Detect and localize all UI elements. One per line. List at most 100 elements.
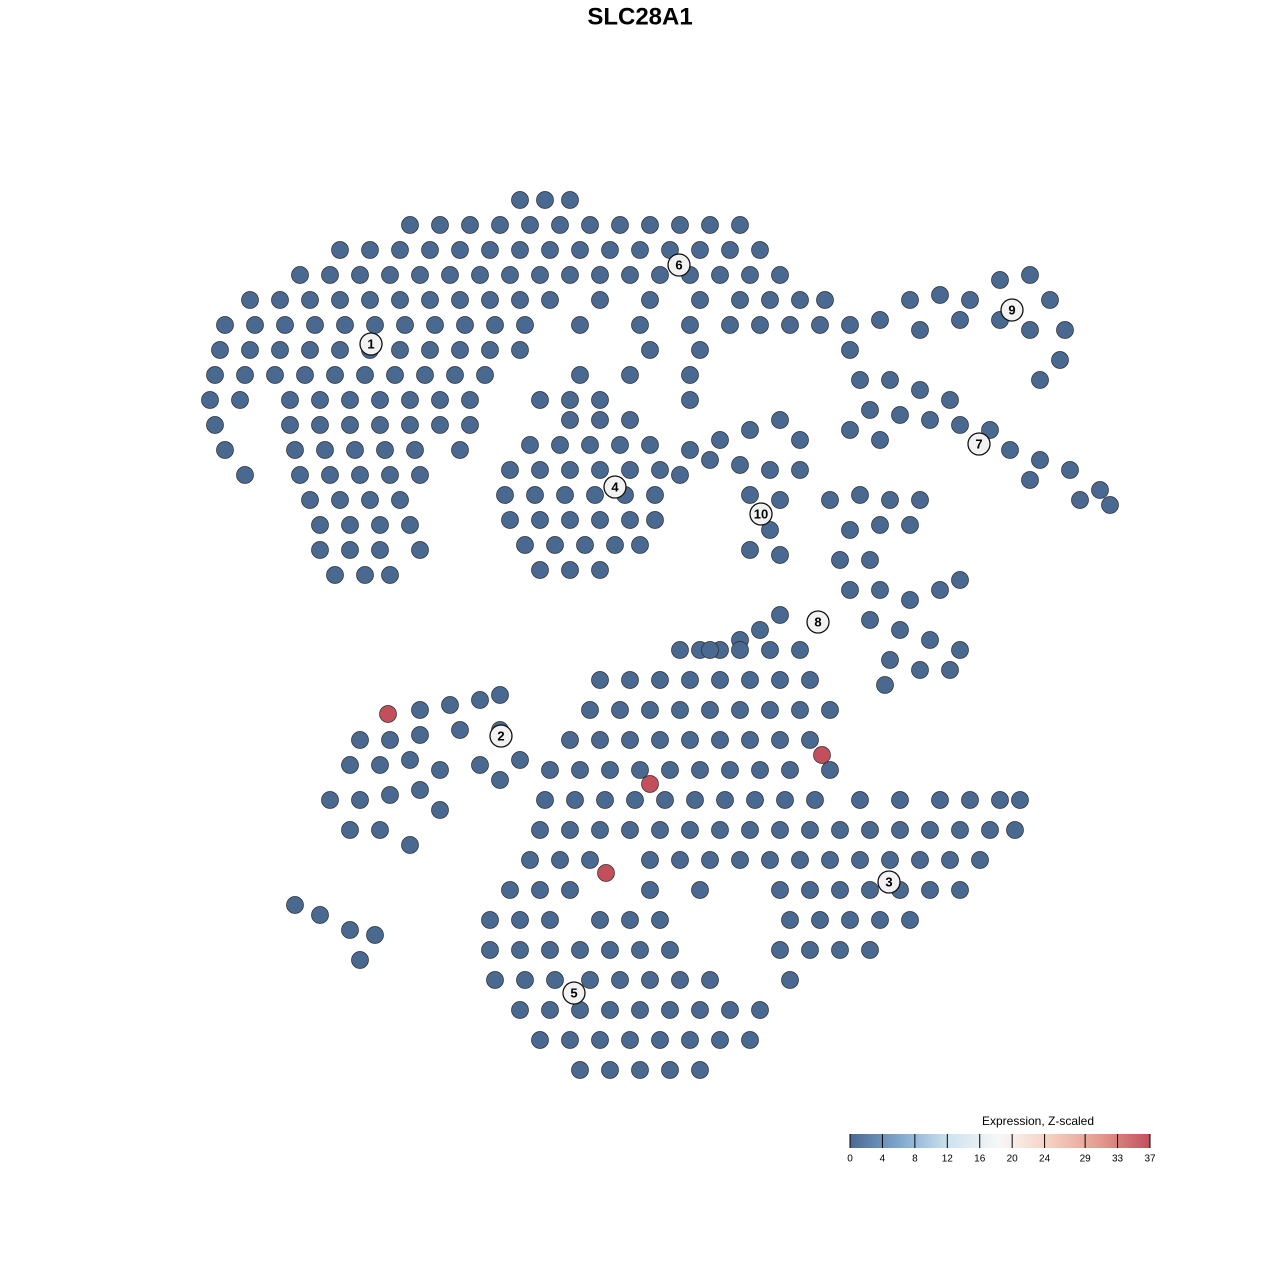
point <box>356 366 374 384</box>
point <box>981 821 999 839</box>
point <box>481 911 499 929</box>
point <box>911 321 929 339</box>
point <box>911 381 929 399</box>
point <box>571 366 589 384</box>
point <box>741 541 759 559</box>
point <box>311 416 329 434</box>
point <box>461 416 479 434</box>
point <box>741 731 759 749</box>
point <box>481 241 499 259</box>
point <box>641 216 659 234</box>
point <box>681 1031 699 1049</box>
point <box>741 671 759 689</box>
point <box>531 1031 549 1049</box>
point <box>911 661 929 679</box>
point <box>451 441 469 459</box>
point <box>841 581 859 599</box>
point <box>201 391 219 409</box>
point <box>646 511 664 529</box>
point <box>751 621 769 639</box>
point <box>311 391 329 409</box>
point <box>211 341 229 359</box>
point <box>361 491 379 509</box>
point <box>641 775 659 793</box>
point <box>451 291 469 309</box>
point <box>651 731 669 749</box>
point <box>621 731 639 749</box>
point <box>691 291 709 309</box>
point <box>806 791 824 809</box>
colorbar-tick-label: 8 <box>912 1154 918 1165</box>
point <box>511 291 529 309</box>
point <box>746 791 764 809</box>
point <box>401 216 419 234</box>
point <box>591 731 609 749</box>
point <box>651 1031 669 1049</box>
point <box>711 731 729 749</box>
point <box>561 266 579 284</box>
point <box>771 671 789 689</box>
cluster-label: 6 <box>675 257 682 272</box>
point <box>701 451 719 469</box>
point <box>561 821 579 839</box>
point <box>813 746 831 764</box>
point <box>791 461 809 479</box>
point <box>881 371 899 389</box>
point <box>566 791 584 809</box>
point <box>881 491 899 509</box>
point <box>1021 266 1039 284</box>
point <box>311 516 329 534</box>
cluster-label-badge <box>806 610 830 634</box>
point <box>961 791 979 809</box>
point <box>1031 371 1049 389</box>
point <box>351 731 369 749</box>
point <box>951 571 969 589</box>
point <box>271 341 289 359</box>
point <box>561 391 579 409</box>
point <box>351 951 369 969</box>
point <box>581 971 599 989</box>
point <box>511 751 529 769</box>
cluster-label-badge <box>967 432 991 456</box>
point <box>1071 491 1089 509</box>
cluster-label-badge <box>489 724 513 748</box>
point <box>781 911 799 929</box>
point <box>206 416 224 434</box>
point <box>741 421 759 439</box>
point <box>921 631 939 649</box>
point <box>631 1061 649 1079</box>
point <box>501 461 519 479</box>
colorbar-bar <box>850 1134 1150 1148</box>
point <box>711 266 729 284</box>
point <box>471 266 489 284</box>
point <box>406 441 424 459</box>
point <box>781 316 799 334</box>
point <box>401 516 419 534</box>
point <box>681 731 699 749</box>
point <box>371 541 389 559</box>
colorbar-tick-label: 24 <box>1039 1154 1051 1165</box>
point <box>541 761 559 779</box>
point <box>576 536 594 554</box>
point <box>681 441 699 459</box>
cluster-label: 5 <box>570 985 577 1000</box>
point <box>571 241 589 259</box>
point <box>671 701 689 719</box>
point <box>496 486 514 504</box>
point <box>481 341 499 359</box>
point <box>511 1001 529 1019</box>
point <box>711 671 729 689</box>
point <box>366 926 384 944</box>
point <box>901 516 919 534</box>
point <box>871 581 889 599</box>
point <box>921 821 939 839</box>
point <box>701 971 719 989</box>
cluster-label-badge <box>1000 298 1024 322</box>
point <box>381 466 399 484</box>
point <box>321 791 339 809</box>
point <box>991 271 1009 289</box>
point <box>451 241 469 259</box>
point <box>461 391 479 409</box>
point <box>351 266 369 284</box>
point <box>606 536 624 554</box>
